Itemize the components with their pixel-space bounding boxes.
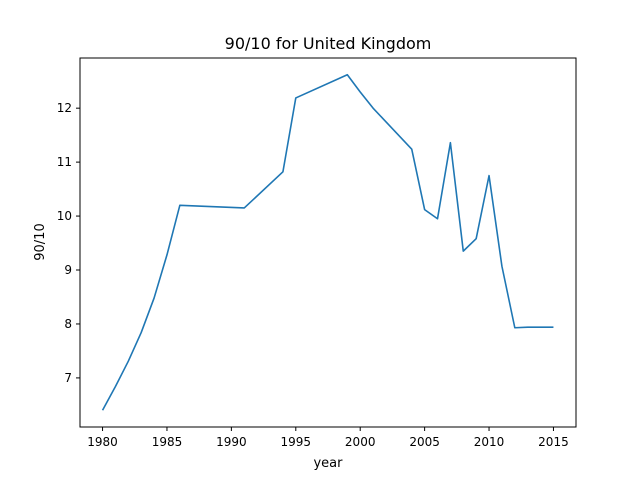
plot-area [101,73,554,411]
x-tick-label: 2010 [474,435,505,449]
x-tick-label: 1995 [281,435,312,449]
chart-title: 90/10 for United Kingdom [225,34,432,53]
y-tick-label: 7 [64,371,72,385]
y-tick-label: 8 [64,317,72,331]
y-axis-label: 90/10 [33,223,48,260]
x-axis-label: year [313,456,343,471]
x-tick-label: 2015 [538,435,569,449]
y-tick-label: 12 [57,101,72,115]
series-line-0 [101,73,554,411]
y-tick-label: 10 [57,209,72,223]
y-tick-label: 9 [64,263,72,277]
y-tick-label: 11 [57,155,72,169]
plot-frame [79,57,577,428]
x-tick-label: 2005 [409,435,440,449]
x-tick-label: 2000 [345,435,376,449]
x-tick-label: 1985 [152,435,183,449]
x-tick-label: 1980 [87,435,118,449]
y-axis: 7 8 9 10 11 12 [57,101,80,385]
x-axis: 1980 1985 1990 1995 2000 2005 2010 2015 [87,427,569,449]
x-tick-label: 1990 [216,435,247,449]
